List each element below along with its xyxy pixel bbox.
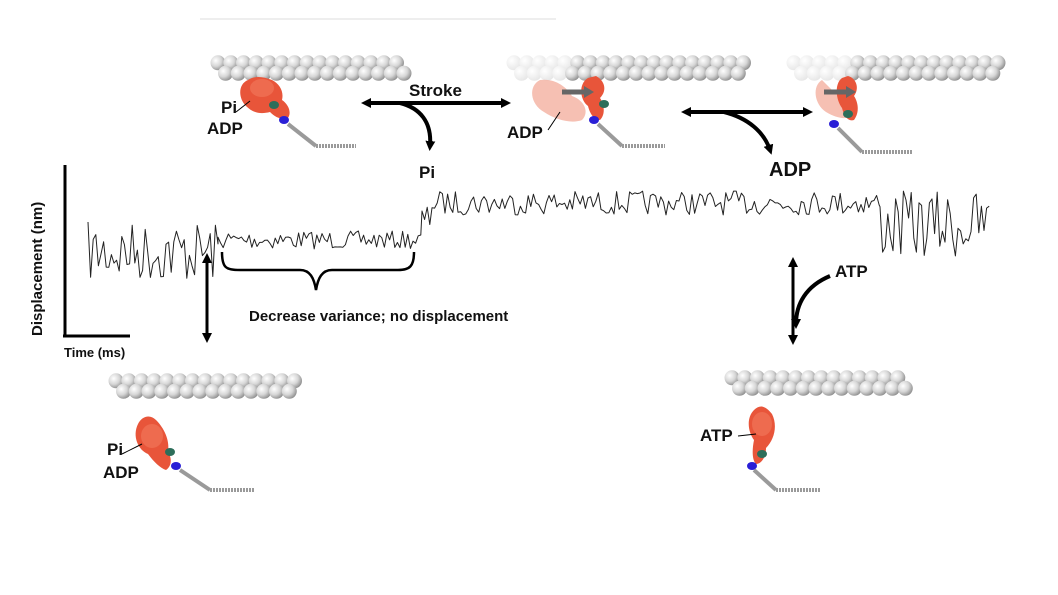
myosin-top-middle	[532, 76, 665, 148]
label-atp-bottom-right: ATP	[700, 426, 733, 445]
label-adp-top-left: ADP	[207, 119, 243, 138]
transition-arrows: Stroke Pi ADP ATP	[202, 81, 868, 345]
light-chain-green	[269, 101, 279, 109]
label-pi-top-left: Pi	[221, 98, 237, 117]
atp-binding-label: ATP	[835, 262, 868, 281]
label-adp-bottom-left: ADP	[103, 463, 139, 482]
atp-binding-arrow	[791, 274, 831, 329]
myosin-top-right	[815, 76, 912, 154]
light-chain-blue	[279, 116, 289, 124]
actin-bottom-left	[108, 373, 302, 399]
myosin-heads	[135, 76, 912, 492]
actin-filaments	[108, 55, 1006, 399]
actin-top-right	[786, 55, 1006, 81]
x-axis-label: Time (ms)	[64, 345, 125, 360]
variance-brace	[220, 251, 416, 291]
pi-release-label: Pi	[419, 163, 435, 182]
state-labels: Pi ADP ADP Pi ADP ATP	[103, 98, 757, 482]
pi-release-arrow	[399, 101, 436, 151]
actin-top-left	[210, 55, 412, 81]
myosin-bottom-right	[747, 406, 820, 492]
actin-bottom-right	[724, 370, 913, 396]
y-axis-label: Displacement (nm)	[29, 202, 46, 336]
stroke-label: Stroke	[409, 81, 462, 100]
myosin-top-left	[240, 77, 356, 148]
actin-top-middle	[506, 55, 751, 81]
label-adp-top-middle: ADP	[507, 123, 543, 142]
label-pi-bottom-left: Pi	[107, 440, 123, 459]
scale-axes: Displacement (nm) Time (ms)	[29, 165, 130, 360]
adp-release-label: ADP	[769, 159, 811, 181]
myosin-bottom-left	[135, 416, 255, 492]
variance-annotation: Decrease variance; no displacement	[249, 308, 508, 325]
displacement-trace	[87, 190, 990, 279]
adp-release-arrow	[723, 110, 774, 155]
